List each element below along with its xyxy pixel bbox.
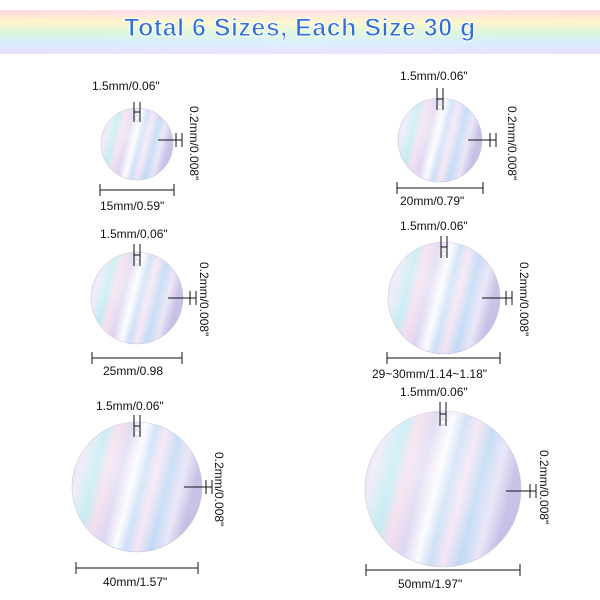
sequin-29-30mm: 1.5mm/0.06" 0.2mm/0.008" 29~30mm/1.14~1.… — [372, 219, 531, 381]
diameter-line — [99, 184, 175, 196]
hole-dimension-marker — [133, 415, 141, 437]
sequin-hole — [440, 419, 446, 425]
thickness-label: 0.2mm/0.008" — [517, 262, 531, 336]
diameter-label: 15mm/0.59" — [100, 199, 164, 213]
sequin-sheen — [388, 242, 500, 354]
hole-size-label: 1.5mm/0.06" — [92, 79, 160, 93]
thickness-marker — [168, 291, 197, 305]
hole-size-label: 1.5mm/0.06" — [400, 219, 468, 233]
diameter-line — [75, 562, 199, 574]
sequin-50mm: 1.5mm/0.06" 0.2mm/0.008" 50mm/1.97" — [364, 385, 551, 591]
hole-dimension-marker — [436, 88, 444, 110]
hole-size-label: 1.5mm/0.06" — [100, 227, 168, 241]
sequin-sheen — [72, 422, 202, 552]
hole-dimension-marker — [440, 236, 448, 258]
thickness-marker — [184, 480, 213, 494]
hole-size-label: 1.5mm/0.06" — [400, 385, 468, 399]
sequin-sheen — [398, 98, 482, 182]
sequin-sheen — [365, 411, 521, 567]
diameter-label: 50mm/1.97" — [398, 577, 462, 591]
thickness-label: 0.2mm/0.008" — [197, 262, 211, 336]
rainbow-banner — [0, 10, 600, 54]
thickness-label: 0.2mm/0.008" — [187, 106, 201, 180]
sequin-25mm: 1.5mm/0.06" 0.2mm/0.008" 25mm/0.98 — [90, 227, 211, 378]
hole-dimension-marker — [133, 102, 141, 122]
thickness-label: 0.2mm/0.008" — [537, 450, 551, 524]
diameter-line — [396, 182, 484, 194]
thickness-marker — [468, 133, 497, 147]
diameter-label: 29~30mm/1.14~1.18" — [372, 367, 487, 381]
diameter-line — [91, 352, 183, 364]
sequin-15mm: 1.5mm/0.06" 0.2mm/0.008" 15mm/0.59" — [92, 79, 201, 213]
thickness-marker — [506, 484, 537, 498]
sequin-sheen — [101, 108, 173, 180]
hole-size-label: 1.5mm/0.06" — [400, 69, 468, 83]
thickness-label: 0.2mm/0.008" — [212, 452, 226, 526]
sequin-hole — [437, 104, 443, 110]
hole-size-label: 1.5mm/0.06" — [96, 399, 164, 413]
sequin-hole — [134, 115, 140, 121]
thickness-label: 0.2mm/0.008" — [505, 106, 519, 180]
sequin-20mm: 1.5mm/0.06" 0.2mm/0.008" 20mm/0.79" — [396, 69, 519, 208]
diameter-line — [365, 564, 521, 576]
diameter-label: 40mm/1.57" — [103, 575, 167, 589]
page-title: Total 6 Sizes, Each Size 30 g — [124, 14, 476, 43]
sequin-hole — [441, 251, 447, 257]
sequin-40mm: 1.5mm/0.06" 0.2mm/0.008" 40mm/1.57" — [71, 399, 226, 589]
diameter-label: 25mm/0.98 — [103, 364, 163, 378]
hole-dimension-marker — [133, 244, 141, 266]
sequin-sheen — [91, 252, 183, 344]
sequin-hole — [134, 259, 140, 265]
sequin-hole — [134, 430, 140, 436]
diameter-label: 20mm/0.79" — [400, 194, 464, 208]
thickness-marker — [482, 291, 513, 305]
diameter-line — [386, 352, 501, 364]
hole-dimension-marker — [439, 402, 447, 426]
thickness-marker — [158, 133, 183, 147]
